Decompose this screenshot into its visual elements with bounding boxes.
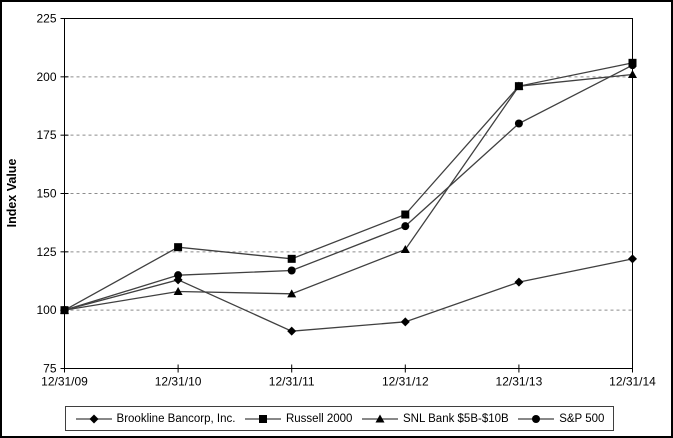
square-marker-icon [174,243,183,252]
square-marker-icon [628,58,637,67]
y-tick-label: 100 [36,303,56,317]
square-marker-icon [258,414,267,423]
y-axis-title: Index Value [5,159,19,228]
triangle-marker-icon [361,413,399,425]
x-tick-label: 12/31/14 [609,375,656,389]
series-line-snl-bank-5b-10b [64,73,633,311]
square-marker-icon [244,413,282,425]
diamond-marker-icon [75,413,113,425]
legend-item-russell-2000: Russell 2000 [244,413,352,425]
diamond-marker-icon [514,277,524,287]
y-tick-label: 125 [36,245,56,259]
legend-label: Brookline Bancorp, Inc. [116,412,236,425]
y-tick-label: 150 [36,187,56,201]
x-tick-label: 12/31/11 [269,375,315,389]
circle-marker-icon [514,119,523,128]
circle-marker-icon [174,271,183,280]
triangle-marker-icon [287,289,297,298]
y-tick-label: 225 [36,12,56,26]
triangle-marker-icon [173,287,183,295]
legend-swatch [244,414,281,423]
series-line-russell-2000 [64,62,633,311]
diamond-marker-icon [89,414,99,423]
triangle-marker-icon [375,414,385,422]
y-tick-label: 200 [36,70,56,84]
legend-swatch [518,414,555,423]
series-line-brookline-bancorp-inc [64,258,633,332]
circle-marker-icon [517,413,555,425]
circle-marker-icon [532,414,541,423]
legend-label: S&P 500 [559,412,605,425]
y-tick-label: 175 [36,128,56,142]
x-tick-label: 12/31/13 [496,375,543,389]
legend-item-snl-bank: SNL Bank $5B-$10B [361,413,509,425]
legend-item-sp-500: S&P 500 [517,413,604,425]
series-line-s-p-500 [64,64,633,311]
legend-item-brookline-bancorp: Brookline Bancorp, Inc. [75,412,236,425]
square-marker-icon [401,210,410,219]
legend-label: SNL Bank $5B-$10B [402,412,509,425]
diamond-marker-icon [628,254,637,264]
plot-area: 75 100 125 150 175 200 225 12/31/09 12/31/10 12/3… [36,12,656,389]
legend-swatch [75,414,112,423]
x-tick-label: 12/31/12 [382,375,429,389]
diamond-marker-icon [287,326,297,336]
legend-label: Russell 2000 [285,412,353,425]
x-tick-label: 12/31/10 [155,375,202,389]
triangle-marker-icon [628,70,637,78]
x-tick-label: 12/31/09 [41,375,88,389]
triangle-marker-icon [400,245,410,253]
circle-marker-icon [401,222,410,231]
square-marker-icon [514,82,523,91]
square-marker-icon [60,306,69,315]
circle-marker-icon [287,266,296,275]
legend: Brookline Bancorp, Inc. Russell 2000 SNL… [65,406,614,431]
diamond-marker-icon [400,317,410,327]
y-tick-label: 75 [43,362,57,376]
square-marker-icon [287,254,296,263]
legend-swatch [361,414,398,422]
